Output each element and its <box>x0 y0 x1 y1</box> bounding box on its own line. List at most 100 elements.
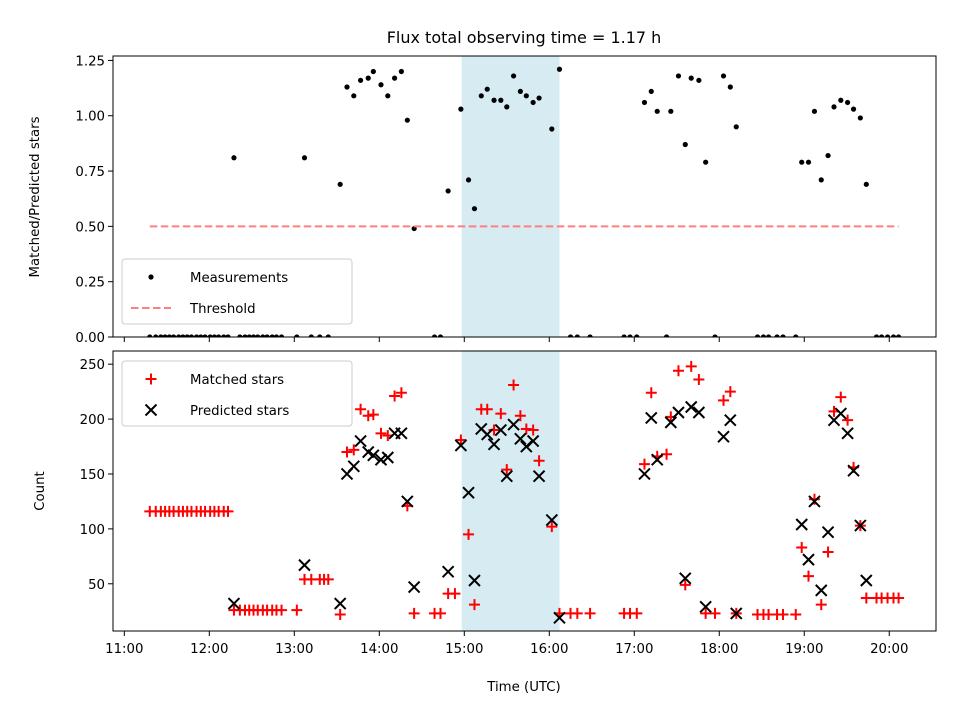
measurements-point <box>654 108 660 114</box>
matched-stars-point <box>408 607 420 619</box>
measurements-point <box>567 334 574 337</box>
measurements-point <box>176 334 182 337</box>
predicted-stars-point <box>664 416 678 429</box>
predicted-stars-point <box>730 607 743 620</box>
measurements-point <box>317 334 323 337</box>
chart-title: Flux total observing time = 1.17 h <box>387 28 662 47</box>
matched-stars-point <box>520 423 532 435</box>
measurements-point <box>378 82 384 88</box>
y-tick-label: 0.25 <box>75 276 105 291</box>
matched-stars-point <box>842 414 854 426</box>
measurements-point <box>465 177 472 183</box>
predicted-stars-point <box>526 434 540 448</box>
legend-box <box>121 258 353 325</box>
measurements-point <box>337 181 343 187</box>
predicted-stars-point <box>354 434 367 448</box>
legend-label-matched-stars: Matched stars <box>190 373 284 388</box>
matched-stars-point <box>533 455 545 467</box>
measurements-point <box>682 141 688 148</box>
matched-stars-point <box>334 609 346 621</box>
measurements-point <box>180 334 186 337</box>
matched-stars-point <box>481 403 493 415</box>
measurements-point <box>765 334 772 337</box>
measurements-point <box>845 99 851 106</box>
measurements-point <box>627 334 633 337</box>
measurements-point <box>264 334 270 337</box>
measurements-point <box>260 334 266 337</box>
matched-stars-point <box>367 409 379 421</box>
measurements-point <box>754 334 761 337</box>
measurements-point <box>641 99 648 106</box>
predicted-stars-point <box>854 519 867 532</box>
matched-stars-point <box>527 424 539 436</box>
matched-stars-point <box>724 386 736 398</box>
matched-stars-point <box>709 607 721 619</box>
measurements-point <box>530 99 536 106</box>
matched-stars-point <box>661 448 673 460</box>
measurements-point <box>760 334 767 337</box>
measurements-point <box>850 106 857 112</box>
measurements-point <box>491 97 497 103</box>
matched-stars-point <box>322 573 334 585</box>
matched-stars-point <box>822 546 834 558</box>
measurements-point <box>237 334 243 337</box>
measurements-point <box>398 68 404 75</box>
matched-stars-point <box>685 360 697 372</box>
matched-stars-point <box>777 609 789 621</box>
y-tick-label: 0.75 <box>75 165 105 180</box>
measurements-point <box>720 73 727 79</box>
measurements-point <box>484 86 490 92</box>
matched-stars-point <box>276 604 288 616</box>
matched-stars-point <box>495 408 507 420</box>
x-tick-label: 19:00 <box>785 642 823 657</box>
x-tick-label: 13:00 <box>275 642 313 657</box>
predicted-stars-point <box>381 451 394 464</box>
matched-stars-point <box>341 446 353 458</box>
bottom-y-axis-label: Count <box>33 471 48 511</box>
matched-stars-point <box>501 464 513 476</box>
measurements-point <box>688 75 694 81</box>
measurements-point <box>184 334 190 337</box>
matched-stars-point <box>645 387 657 399</box>
y-tick-label: 200 <box>80 413 105 428</box>
x-tick-label: 16:00 <box>530 642 568 657</box>
measurements-point <box>437 334 444 337</box>
matched-stars-point <box>860 592 872 604</box>
matched-stars-point <box>468 599 480 611</box>
matched-stars-point <box>514 410 526 422</box>
top-y-axis-label: Matched/Predicted stars <box>28 116 43 277</box>
predicted-stars-point <box>227 597 241 610</box>
measurements-point <box>301 155 308 161</box>
matched-stars-point <box>835 391 847 403</box>
measurements-point <box>587 334 593 337</box>
legend-label-measurements: Measurements <box>190 271 288 286</box>
bottom-axes-frame <box>112 350 937 632</box>
measurements-point <box>634 334 640 337</box>
predicted-stars-point <box>333 597 347 610</box>
measurements-point <box>198 334 204 337</box>
predicted-stars-point <box>454 439 468 452</box>
measurements-point <box>727 84 733 90</box>
measurements-point <box>365 75 371 81</box>
measurements-point <box>404 117 410 123</box>
measurements-point <box>556 66 563 72</box>
predicted-stars-point <box>347 460 360 473</box>
measurements-point <box>863 181 869 187</box>
measurements-point <box>873 334 880 337</box>
predicted-stars-point <box>514 432 527 446</box>
highlight-span <box>461 351 560 631</box>
measurements-point <box>574 334 580 337</box>
measurements-point <box>250 334 257 337</box>
predicted-stars-point <box>847 464 860 477</box>
matched-stars-point <box>718 394 730 406</box>
predicted-stars-point <box>532 469 546 483</box>
measurements-point <box>255 334 261 337</box>
measurements-point <box>884 334 891 337</box>
x-axis-label: Time (UTC) <box>486 680 561 695</box>
measurements-point <box>478 93 484 99</box>
predicted-stars-point <box>821 525 835 539</box>
measurements-point <box>696 77 702 83</box>
highlight-span <box>461 56 560 337</box>
predicted-stars-point <box>717 430 730 443</box>
bottom-panel: 50 100 150 200 250 11:00 12:00 13:00 14:00 15:00 1… <box>80 350 937 657</box>
